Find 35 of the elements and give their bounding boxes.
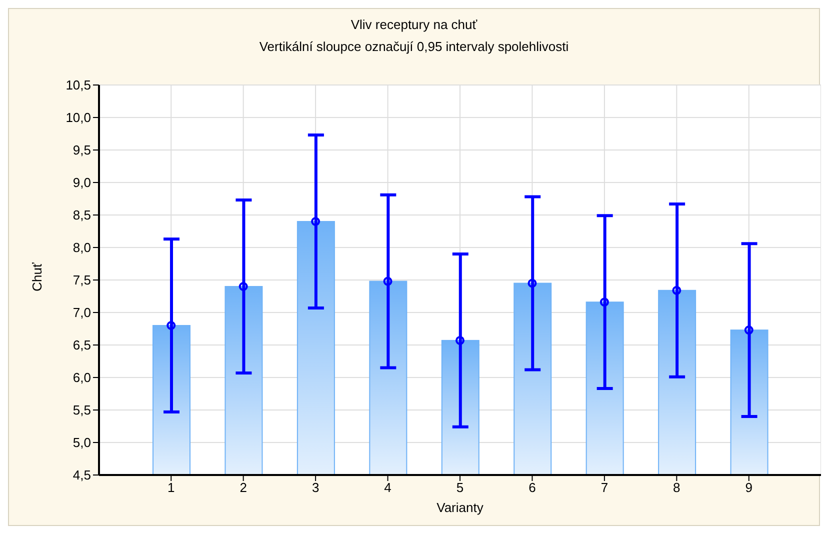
y-tick-label: 6,0 (72, 370, 91, 386)
x-tick-label: 9 (745, 480, 753, 496)
y-tick-label: 10,5 (66, 78, 91, 93)
y-tick-label: 6,5 (72, 338, 91, 353)
chart-subtitle: Vertikální sloupce označují 0,95 intervaly spolehlivosti (258, 39, 570, 54)
x-tick-label: 1 (167, 480, 175, 496)
y-tick-label: 8,0 (72, 240, 91, 256)
x-axis-title: Varianty (436, 500, 484, 515)
x-tick-label: 7 (600, 480, 608, 496)
y-tick-label: 7,0 (72, 305, 91, 320)
y-tick-label: 8,5 (72, 208, 91, 223)
point (311, 217, 320, 226)
y-tick-label: 10,0 (66, 110, 91, 126)
point (600, 298, 609, 307)
point (166, 321, 176, 330)
chart-title: Vliv receptury na chuť (350, 17, 478, 32)
y-axis-title: Chuť (30, 262, 44, 292)
x-tick-label: 6 (528, 480, 536, 496)
y-tick-label: 5,0 (72, 435, 91, 450)
x-tick-label: 4 (384, 480, 392, 496)
y-tick-label: 4,5 (72, 468, 91, 483)
point (456, 336, 464, 345)
x-tick-label: 5 (456, 480, 464, 496)
y-tick-label: 5,5 (72, 402, 91, 418)
y-tick-label: 9,5 (72, 142, 91, 158)
point (528, 278, 537, 288)
x-tick-label: 8 (673, 480, 680, 496)
point (672, 286, 682, 295)
point (744, 326, 754, 335)
y-tick-label: 9,0 (72, 175, 91, 190)
x-tick-label: 2 (240, 480, 247, 496)
x-tick-label: 3 (312, 480, 320, 496)
point (383, 276, 392, 286)
y-tick-label: 7,5 (72, 272, 91, 288)
point (238, 282, 248, 291)
